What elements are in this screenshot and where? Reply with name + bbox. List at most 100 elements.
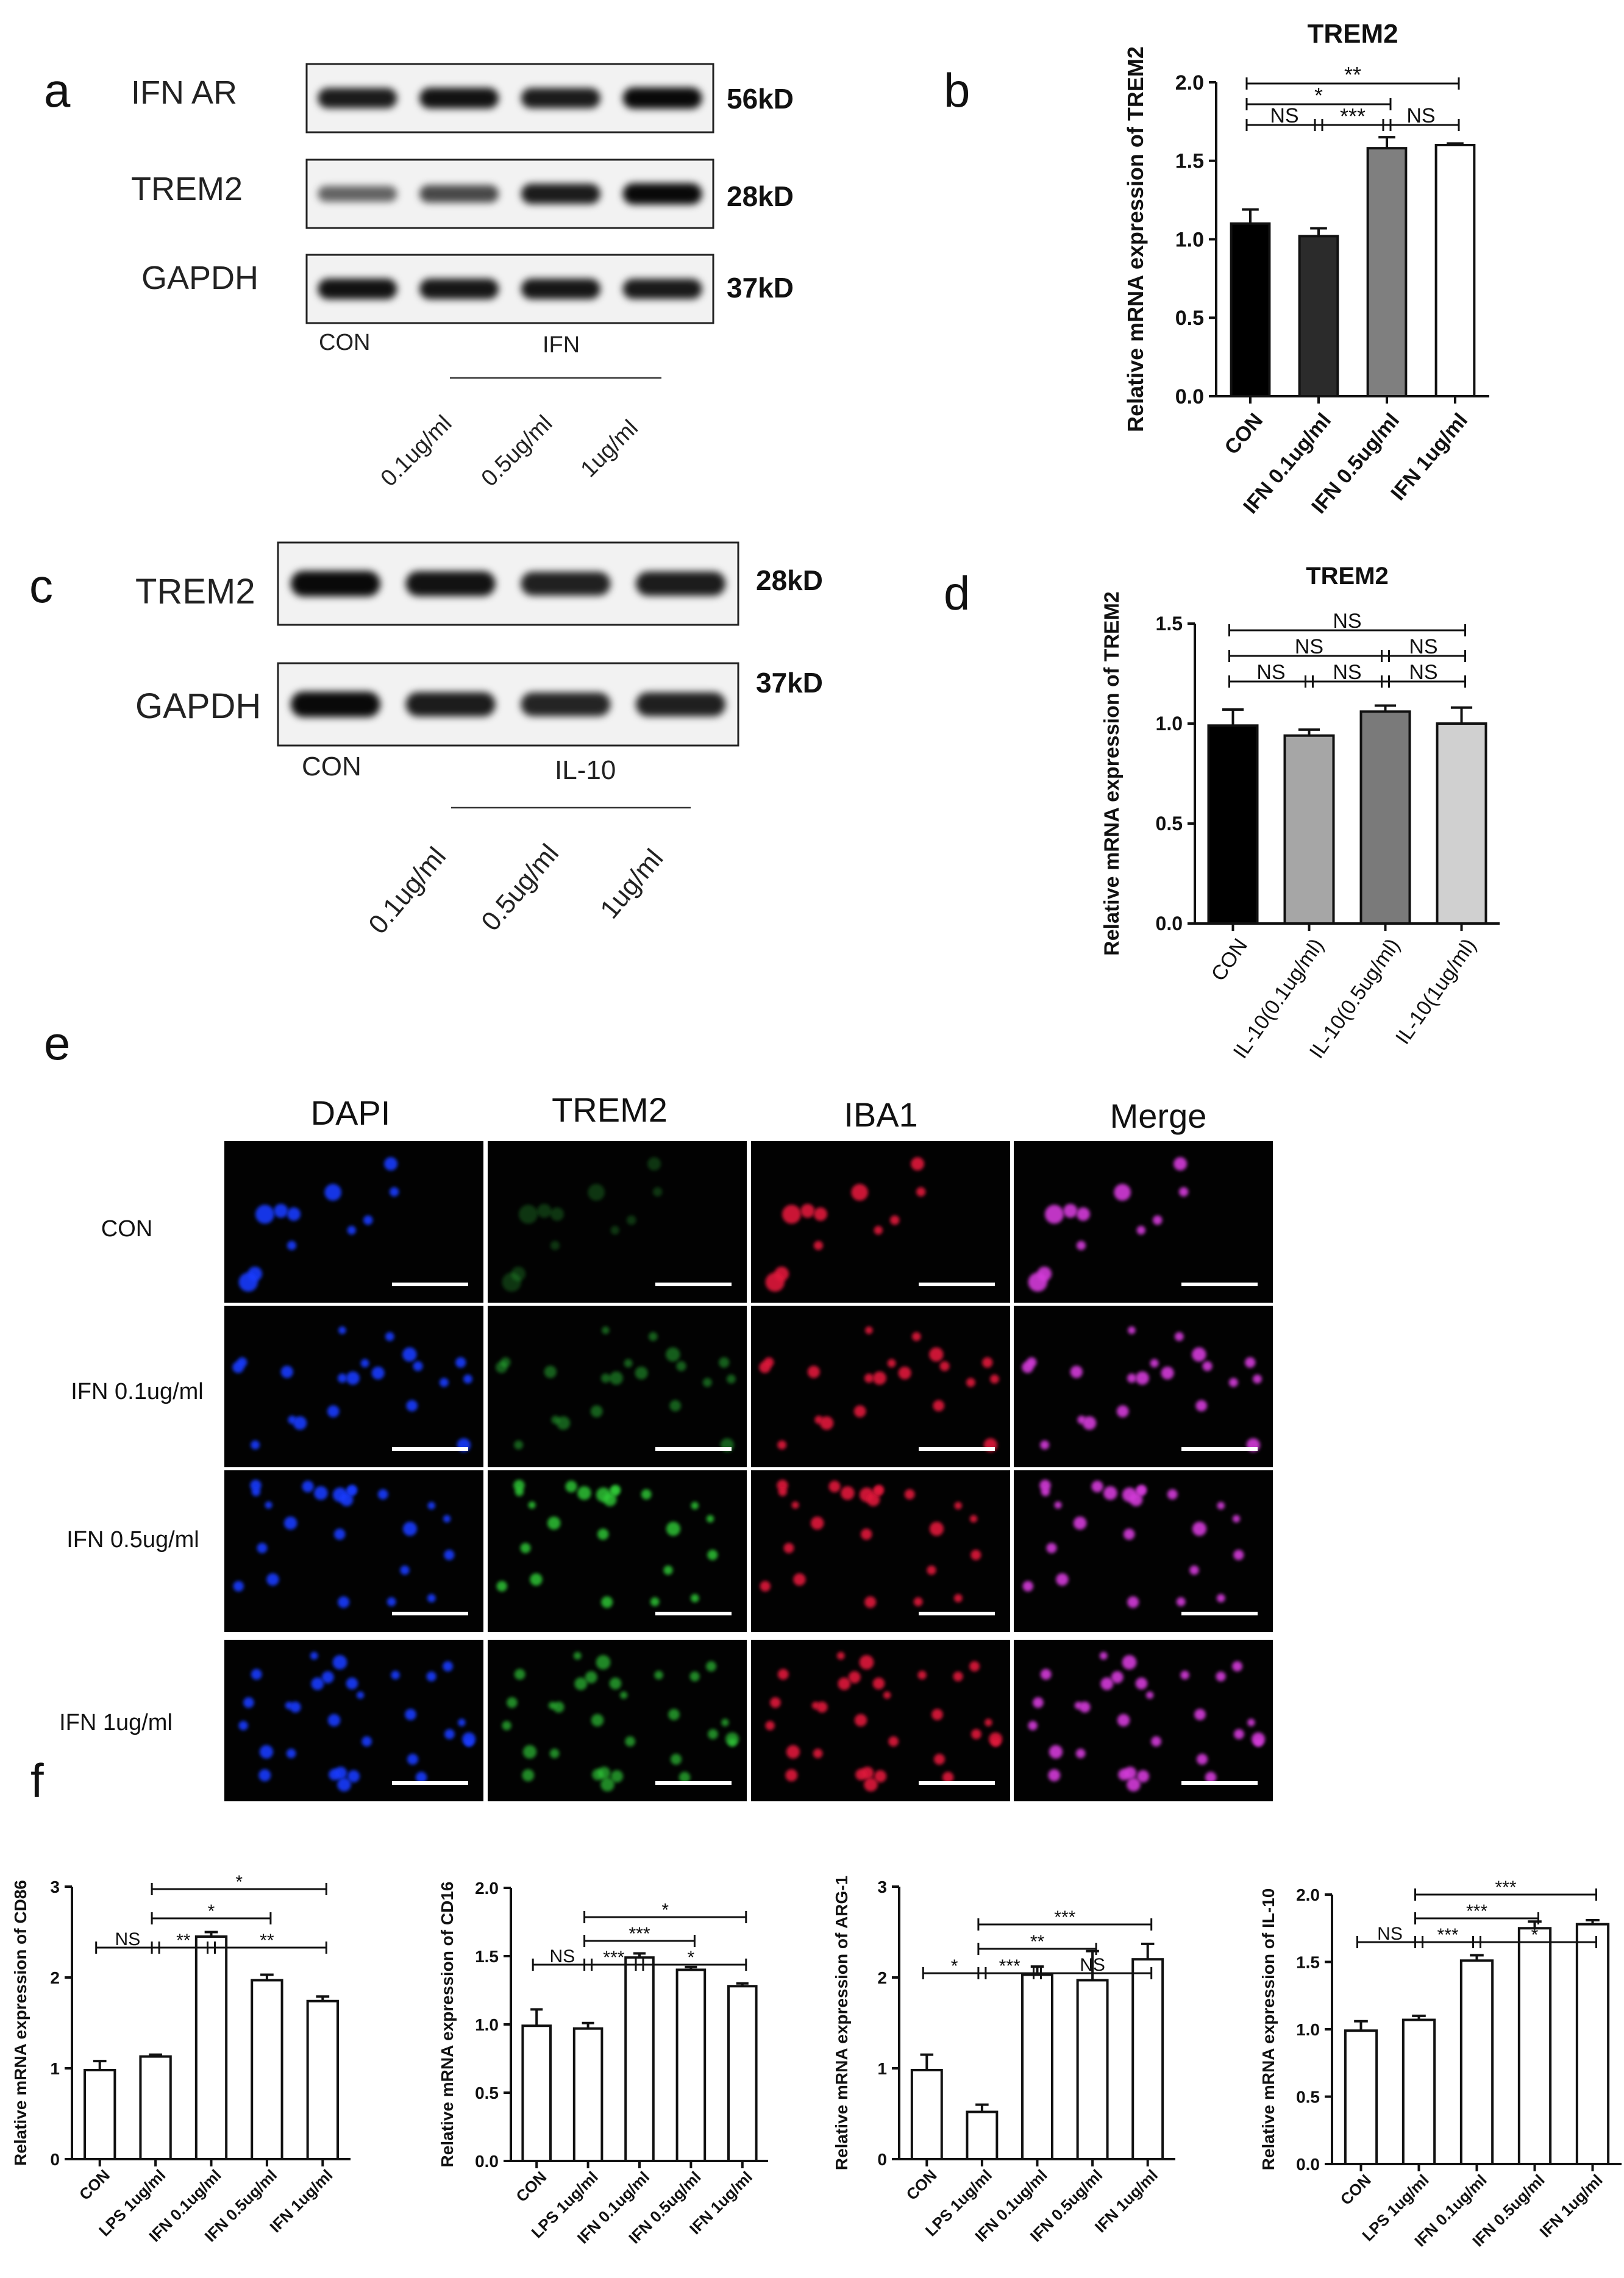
cell [1152,1215,1163,1225]
cell [887,1359,896,1368]
y-tick-label: 0.5 [1175,307,1204,330]
cell [727,1374,736,1384]
blot-band [521,279,600,299]
cell [400,1565,410,1575]
cell [1216,1593,1225,1603]
significance-bracket: ** [1245,62,1460,90]
panel-letter-e: e [44,1016,70,1070]
cell [590,1405,603,1418]
y-axis-label: Relative mRNA expression of TREM2 [1123,46,1148,432]
cell [361,1736,372,1747]
cell [793,1573,806,1586]
cell [600,1778,614,1792]
cell [520,1543,531,1554]
cell [600,1373,611,1383]
cell [238,1272,258,1292]
cell [969,1661,980,1672]
y-tick-label: 1 [50,2059,60,2078]
cell [610,1226,619,1235]
blot-band [622,279,702,299]
y-axis-label: Relative mRNA expression of CD86 [11,1880,30,2166]
cell [810,1516,824,1530]
cell [1150,1359,1159,1368]
cell [502,1272,521,1292]
cell [347,1226,356,1235]
significance-bracket: *** [1414,1925,1481,1948]
cell [853,1405,866,1418]
significance-label: ** [1030,1932,1045,1952]
column-header-dapi: DAPI [311,1094,391,1132]
y-tick-label: 1.0 [475,2015,499,2034]
chart-title: TREM2 [1306,563,1389,589]
significance-label: NS [1333,610,1361,633]
x-tick-label: CON [902,2166,940,2204]
cell [1127,1596,1139,1608]
micrograph-tile [1014,1306,1273,1467]
bar [1207,724,1259,925]
cell [337,1778,351,1792]
cell [872,1486,883,1497]
cell [669,1400,682,1412]
cell [650,1597,660,1607]
cell [439,1378,449,1387]
cell [911,1332,921,1341]
cell [1074,1701,1083,1709]
cell [427,1593,436,1603]
significance-label: NS [1406,104,1435,127]
micrograph-background [224,1470,483,1632]
bar [910,2068,943,2160]
cell [233,1581,244,1592]
cell [691,1501,699,1510]
cell [663,1565,673,1575]
significance-bracket: * [922,1956,987,1979]
column-header-merge: Merge [1110,1097,1207,1135]
cell [287,1207,301,1221]
cell [1103,1486,1117,1500]
cell [585,1671,597,1684]
cell [293,1416,307,1430]
cell [513,1479,525,1491]
significance-bracket: * [151,1901,272,1924]
cell [841,1486,855,1500]
significance-label: NS [1409,661,1437,684]
cell [609,1486,620,1497]
cell [1040,1668,1052,1680]
cell [851,1184,868,1201]
blot-c: TREM2 GAPDH 28kD 37kD CON IL-10 0.1ug/ml… [135,541,823,939]
x-tick-label: CON [1220,409,1267,459]
blot-c-row-label: TREM2 [135,572,255,611]
significance-bracket: ** [207,1931,327,1954]
bar [1131,1958,1164,2160]
cell [280,1365,293,1378]
x-tick-label: CON [76,2166,113,2204]
cell [333,1528,346,1540]
cell [444,1729,455,1740]
cell [1082,1416,1097,1430]
cell [346,1677,358,1690]
significance-label: *** [629,1924,650,1944]
significance-label: * [1314,83,1323,108]
cell [911,1157,925,1171]
y-tick-label: 3 [877,1878,887,1896]
cell [274,1203,288,1218]
cell [346,1486,357,1497]
cell [346,1371,360,1385]
cell [953,1671,963,1682]
cell [1192,1347,1206,1362]
panel-letter-f: f [30,1754,44,1807]
chart-f-cd86: Relative mRNA expression of CD86 0123CONL… [11,1872,351,2246]
micrograph-tile [751,1306,1010,1467]
y-tick-label: 1.5 [1175,150,1204,173]
significance-bracket: NS [1381,661,1466,688]
cell [402,1522,418,1536]
cell [898,1366,911,1379]
blot-c-bands [290,571,726,597]
cell [813,1748,823,1759]
panel-letter-b: b [944,63,970,117]
cell [406,1400,418,1412]
cell [828,1481,841,1493]
cell [620,1691,628,1699]
cell [550,1207,564,1221]
chart-f-arg1: Relative mRNA expression of ARG-1 0 1 2 3 CON… [832,1876,1175,2246]
cell [556,1416,571,1430]
